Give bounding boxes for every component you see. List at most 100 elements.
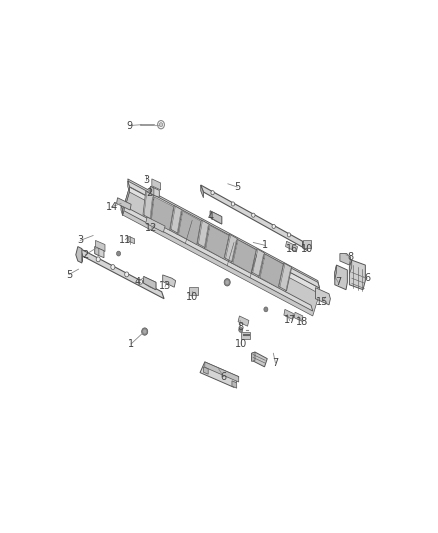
Text: 2: 2 — [82, 250, 88, 260]
Polygon shape — [121, 204, 313, 311]
Circle shape — [287, 233, 291, 237]
Circle shape — [231, 202, 235, 206]
Text: 1: 1 — [262, 240, 268, 251]
Text: 8: 8 — [348, 252, 354, 262]
Circle shape — [125, 272, 129, 277]
Polygon shape — [303, 241, 307, 251]
Polygon shape — [179, 211, 201, 245]
Text: 10: 10 — [235, 339, 247, 349]
Polygon shape — [279, 263, 292, 291]
Text: 16: 16 — [286, 245, 298, 254]
Polygon shape — [335, 265, 347, 290]
Circle shape — [224, 279, 230, 286]
Polygon shape — [95, 247, 104, 257]
Polygon shape — [233, 240, 256, 273]
Bar — [303, 240, 311, 248]
Polygon shape — [260, 254, 283, 288]
Circle shape — [96, 257, 100, 262]
Polygon shape — [350, 260, 365, 290]
Text: 9: 9 — [127, 120, 132, 131]
Text: 5: 5 — [66, 270, 72, 279]
Polygon shape — [123, 192, 320, 316]
Text: 13: 13 — [159, 281, 171, 292]
Polygon shape — [200, 362, 239, 387]
Polygon shape — [144, 277, 156, 290]
Circle shape — [264, 307, 268, 312]
Polygon shape — [224, 235, 237, 262]
Circle shape — [211, 191, 214, 195]
Polygon shape — [286, 241, 297, 252]
Text: 5: 5 — [234, 182, 240, 192]
Text: 1: 1 — [128, 339, 134, 349]
Polygon shape — [152, 179, 161, 190]
Text: 10: 10 — [186, 292, 198, 302]
Polygon shape — [162, 275, 176, 287]
Bar — [189, 287, 198, 295]
Polygon shape — [350, 260, 352, 274]
Polygon shape — [121, 204, 123, 216]
Polygon shape — [205, 362, 239, 382]
Polygon shape — [251, 352, 255, 361]
Polygon shape — [170, 206, 182, 233]
Polygon shape — [117, 198, 131, 210]
Text: 17: 17 — [283, 316, 296, 326]
Polygon shape — [201, 185, 203, 198]
Circle shape — [111, 264, 115, 270]
Polygon shape — [315, 288, 330, 305]
Text: 8: 8 — [238, 322, 244, 333]
Text: 4: 4 — [135, 277, 141, 287]
Polygon shape — [95, 240, 105, 252]
Polygon shape — [146, 217, 165, 232]
Polygon shape — [129, 236, 134, 244]
Text: 6: 6 — [221, 372, 227, 382]
Text: 18: 18 — [297, 317, 309, 327]
Polygon shape — [251, 352, 267, 367]
Polygon shape — [144, 277, 156, 290]
Polygon shape — [197, 220, 209, 248]
Text: 11: 11 — [119, 235, 131, 245]
Circle shape — [226, 280, 229, 284]
Bar — [241, 332, 250, 339]
Polygon shape — [121, 204, 313, 313]
Polygon shape — [201, 185, 305, 248]
Polygon shape — [335, 265, 336, 279]
Polygon shape — [143, 191, 153, 219]
Polygon shape — [206, 225, 229, 259]
Text: 15: 15 — [316, 297, 328, 307]
Text: 14: 14 — [106, 202, 118, 212]
Polygon shape — [128, 181, 320, 288]
Polygon shape — [238, 316, 249, 326]
Circle shape — [159, 123, 162, 127]
Text: 3: 3 — [77, 236, 83, 245]
Circle shape — [117, 251, 120, 256]
Polygon shape — [151, 186, 159, 197]
Circle shape — [141, 328, 148, 335]
Polygon shape — [95, 247, 99, 256]
Text: 10: 10 — [300, 245, 313, 254]
Polygon shape — [284, 309, 293, 319]
Text: 6: 6 — [364, 273, 370, 283]
Polygon shape — [80, 248, 164, 298]
Polygon shape — [76, 247, 82, 263]
Text: 4: 4 — [207, 212, 213, 222]
Polygon shape — [210, 211, 222, 224]
Text: 7: 7 — [272, 358, 279, 368]
Polygon shape — [152, 197, 173, 230]
Polygon shape — [151, 186, 154, 195]
Polygon shape — [210, 211, 222, 224]
Circle shape — [138, 279, 143, 284]
Polygon shape — [203, 367, 208, 374]
Text: 7: 7 — [335, 277, 341, 287]
Polygon shape — [80, 248, 83, 262]
Text: 3: 3 — [143, 175, 149, 185]
Text: 12: 12 — [145, 223, 158, 233]
Polygon shape — [123, 187, 130, 215]
Circle shape — [143, 329, 146, 334]
Circle shape — [239, 327, 243, 333]
Circle shape — [251, 213, 255, 217]
Polygon shape — [232, 381, 237, 388]
Text: 2: 2 — [146, 188, 152, 198]
Polygon shape — [340, 254, 351, 265]
Polygon shape — [294, 312, 303, 321]
Polygon shape — [128, 181, 130, 192]
